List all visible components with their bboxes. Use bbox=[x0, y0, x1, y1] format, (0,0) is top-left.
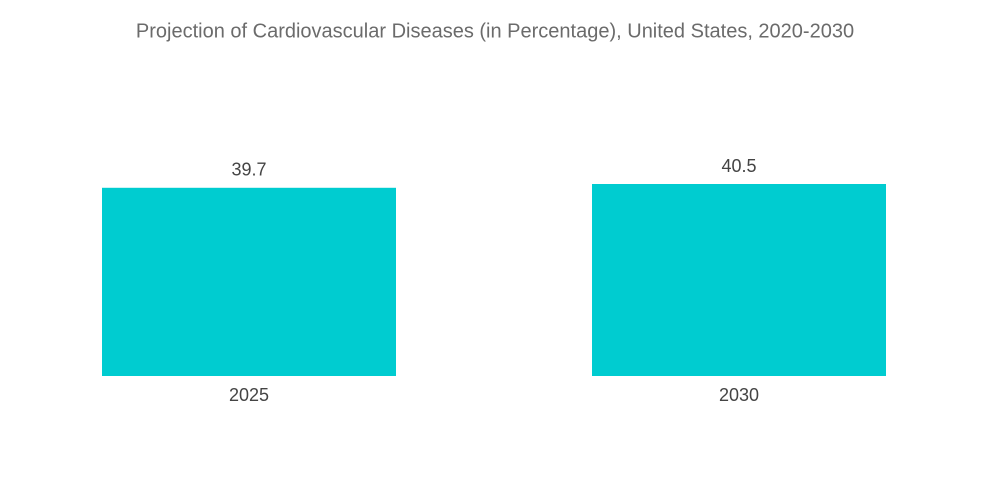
value-label: 40.5 bbox=[721, 156, 756, 176]
x-tick-label: 2030 bbox=[719, 385, 759, 405]
x-tick-label: 2025 bbox=[229, 385, 269, 405]
value-label: 39.7 bbox=[231, 160, 266, 180]
bar bbox=[592, 184, 886, 376]
bar bbox=[102, 187, 396, 376]
chart-title: Projection of Cardiovascular Diseases (i… bbox=[136, 20, 854, 42]
